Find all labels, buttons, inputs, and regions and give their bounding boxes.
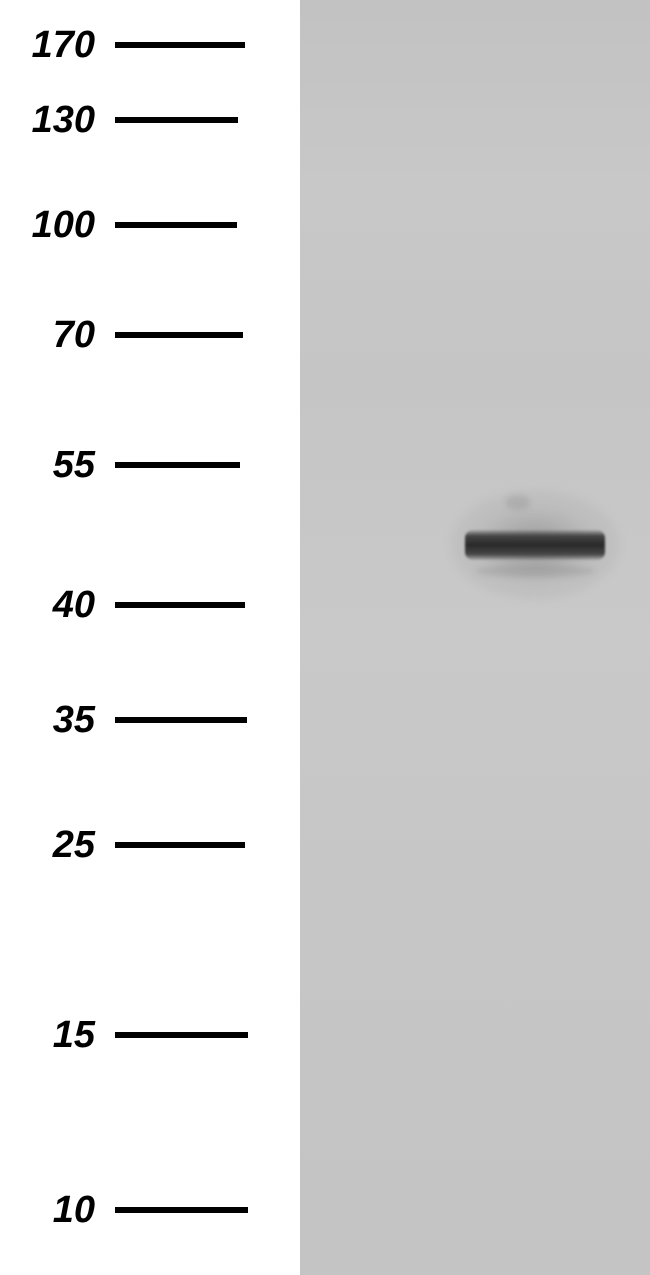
blot-background	[300, 0, 650, 1275]
ladder-marker: 25	[0, 825, 245, 865]
ladder-marker: 35	[0, 700, 247, 740]
marker-tick	[115, 462, 240, 468]
marker-label: 170	[0, 24, 115, 67]
ladder-marker: 170	[0, 25, 245, 65]
molecular-weight-ladder: 170 130 100 70 55 40 35 25 15 10	[0, 0, 300, 1275]
marker-tick	[115, 717, 247, 723]
marker-label: 100	[0, 204, 115, 247]
marker-label: 55	[0, 444, 115, 487]
ladder-marker: 10	[0, 1190, 248, 1230]
marker-tick	[115, 222, 237, 228]
marker-tick	[115, 1032, 248, 1038]
marker-label: 40	[0, 584, 115, 627]
marker-tick	[115, 42, 245, 48]
ladder-marker: 130	[0, 100, 238, 140]
ladder-marker: 100	[0, 205, 237, 245]
ladder-marker: 15	[0, 1015, 248, 1055]
marker-label: 10	[0, 1189, 115, 1232]
faint-band-spot	[505, 495, 530, 510]
western-blot-lane	[300, 0, 650, 1275]
marker-label: 130	[0, 99, 115, 142]
marker-label: 70	[0, 314, 115, 357]
marker-tick	[115, 842, 245, 848]
protein-band-main	[465, 530, 605, 560]
ladder-marker: 55	[0, 445, 240, 485]
marker-tick	[115, 332, 243, 338]
ladder-marker: 40	[0, 585, 245, 625]
marker-label: 35	[0, 699, 115, 742]
marker-label: 15	[0, 1014, 115, 1057]
marker-tick	[115, 602, 245, 608]
marker-tick	[115, 117, 238, 123]
marker-label: 25	[0, 824, 115, 867]
ladder-marker: 70	[0, 315, 243, 355]
marker-tick	[115, 1207, 248, 1213]
faint-band-spot	[475, 565, 595, 577]
